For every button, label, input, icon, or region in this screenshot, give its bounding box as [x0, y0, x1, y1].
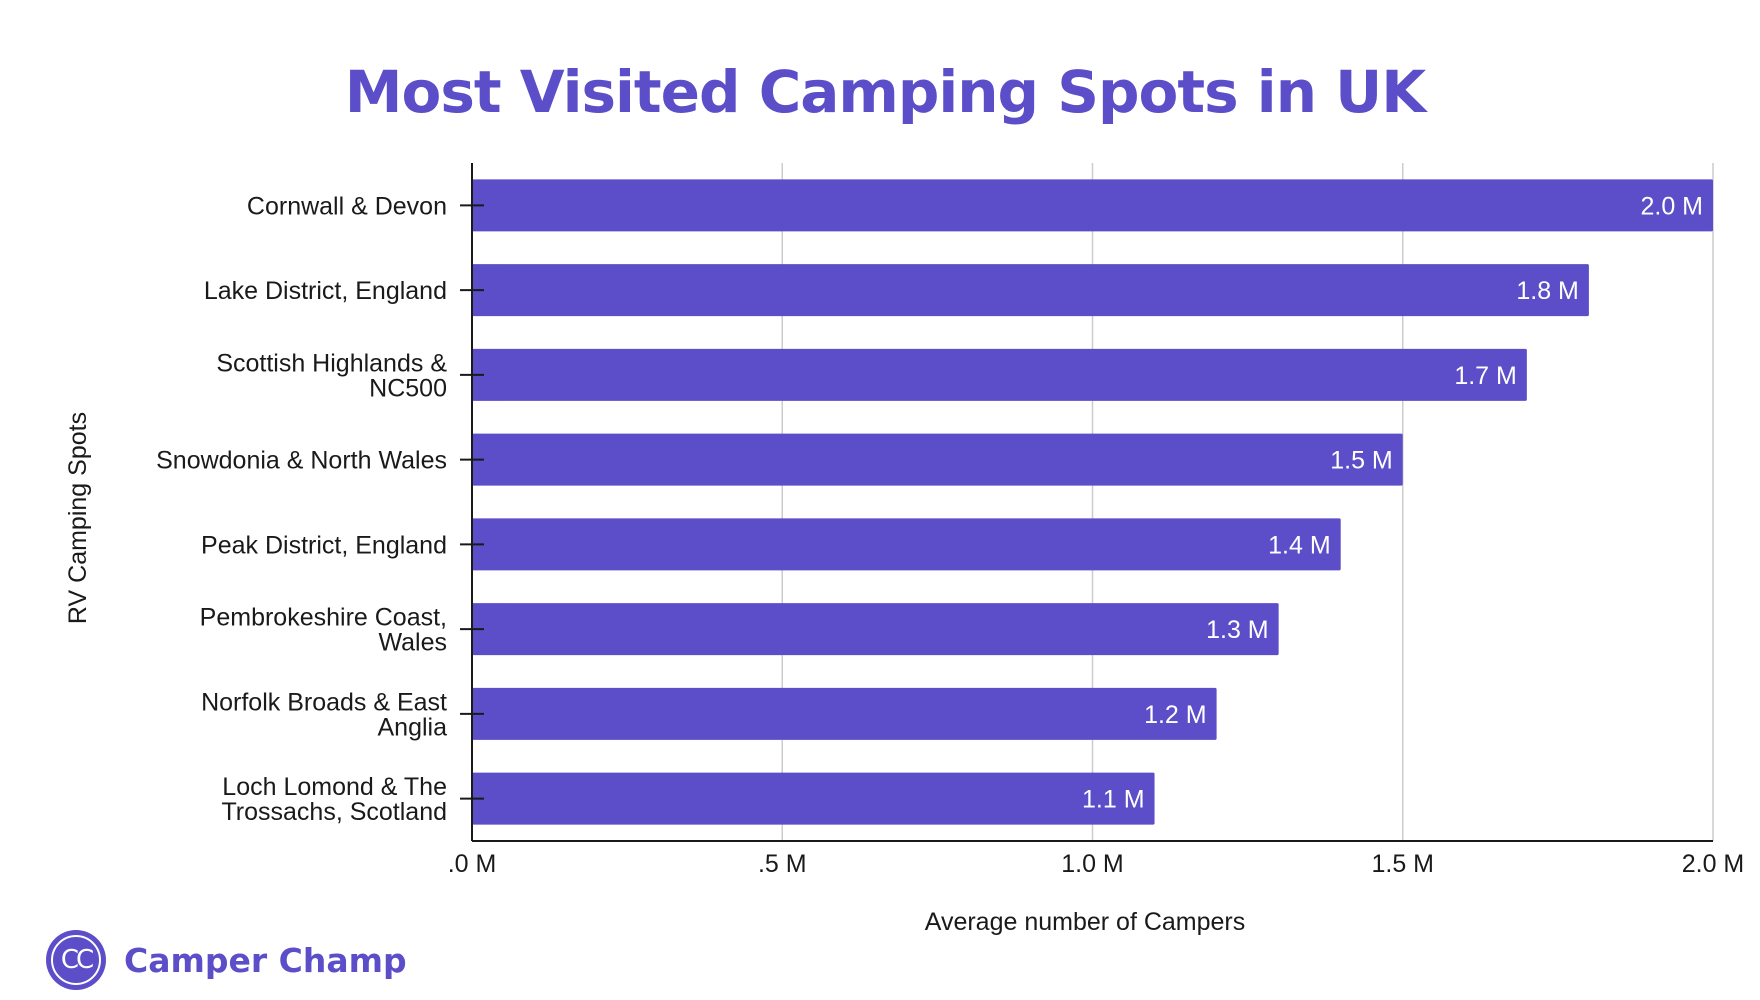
y-tick-label: Norfolk Broads & East Anglia — [201, 688, 447, 741]
x-tick-label: 1.5 M — [1371, 850, 1434, 878]
bar — [472, 772, 1155, 825]
y-tick-labels: Cornwall & Devon Lake District, England Sc… — [156, 192, 447, 826]
bar-data-label: 1.7 M — [1454, 362, 1517, 390]
bar-data-label: 2.0 M — [1640, 192, 1703, 220]
y-tick-label: Snowdonia & North Wales — [156, 447, 447, 475]
axes — [460, 163, 1713, 842]
bar-data-label: 1.2 M — [1144, 701, 1207, 729]
bar — [472, 518, 1341, 571]
bar-data-label: 1.4 M — [1268, 531, 1331, 559]
brand-logo: CC Camper Champ — [46, 928, 407, 992]
bar — [472, 433, 1403, 486]
y-axis-title: RV Camping Spots — [64, 412, 92, 624]
bar — [472, 179, 1713, 232]
data-labels: 2.0 M 1.8 M 1.7 M 1.5 M 1.4 M 1.3 M 1.2 M 1.1 M — [1082, 192, 1703, 813]
bar-data-label: 1.3 M — [1206, 616, 1269, 644]
brand-name: Camper Champ — [124, 940, 407, 980]
y-tick-label: Peak District, England — [201, 531, 447, 559]
bar-data-label: 1.5 M — [1330, 447, 1393, 475]
logo-mark-letters: CC — [60, 945, 94, 975]
y-tick-label: Lake District, England — [204, 277, 447, 305]
chart-title: Most Visited Camping Spots in UK — [344, 58, 1426, 126]
y-tick-label: Cornwall & Devon — [247, 192, 447, 220]
bar-data-label: 1.8 M — [1516, 277, 1579, 305]
bar-data-label: 1.1 M — [1082, 786, 1145, 814]
x-tick-label: 2.0 M — [1682, 850, 1745, 878]
logo-mark-icon: CC — [46, 930, 106, 990]
y-tick-label: Scottish Highlands & NC500 — [216, 349, 447, 402]
y-tick-label: Loch Lomond & The Trossachs, Scotland — [221, 773, 447, 826]
bar — [472, 348, 1527, 401]
bar — [472, 687, 1217, 740]
x-tick-labels: .0 M .5 M 1.0 M 1.5 M 2.0 M — [448, 850, 1745, 878]
x-axis-title: Average number of Campers — [925, 908, 1246, 936]
bar — [472, 603, 1279, 656]
bars — [472, 179, 1713, 825]
bar — [472, 264, 1589, 317]
x-tick-label: .0 M — [448, 850, 497, 878]
x-tick-label: 1.0 M — [1061, 850, 1124, 878]
x-tick-label: .5 M — [758, 850, 807, 878]
y-tick-label: Pembrokeshire Coast, Wales — [200, 604, 447, 657]
